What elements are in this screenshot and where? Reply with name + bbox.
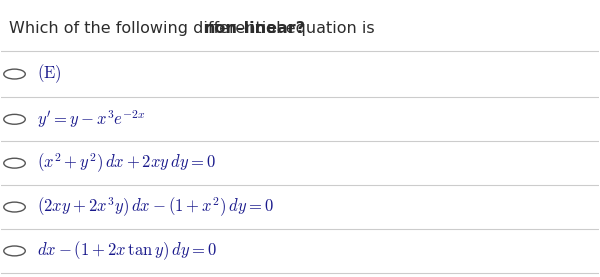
Text: $dx - (1 + 2x\, \tan y)\, dy = 0$: $dx - (1 + 2x\, \tan y)\, dy = 0$ [37,240,217,262]
Text: Which of the following differential equation is: Which of the following differential equa… [8,20,379,35]
Text: $(2xy + 2x^3y)\, dx - (1 + x^2)\, dy = 0$: $(2xy + 2x^3y)\, dx - (1 + x^2)\, dy = 0… [37,195,274,219]
Text: $\mathrm{(E)}$: $\mathrm{(E)}$ [37,63,62,85]
Text: $y' = y - x^3e^{-2x}$: $y' = y - x^3e^{-2x}$ [37,108,146,130]
Text: non-linear?: non-linear? [203,20,305,35]
Text: $(x^2 + y^2)\, dx + 2xy\,dy = 0$: $(x^2 + y^2)\, dx + 2xy\,dy = 0$ [37,152,216,175]
